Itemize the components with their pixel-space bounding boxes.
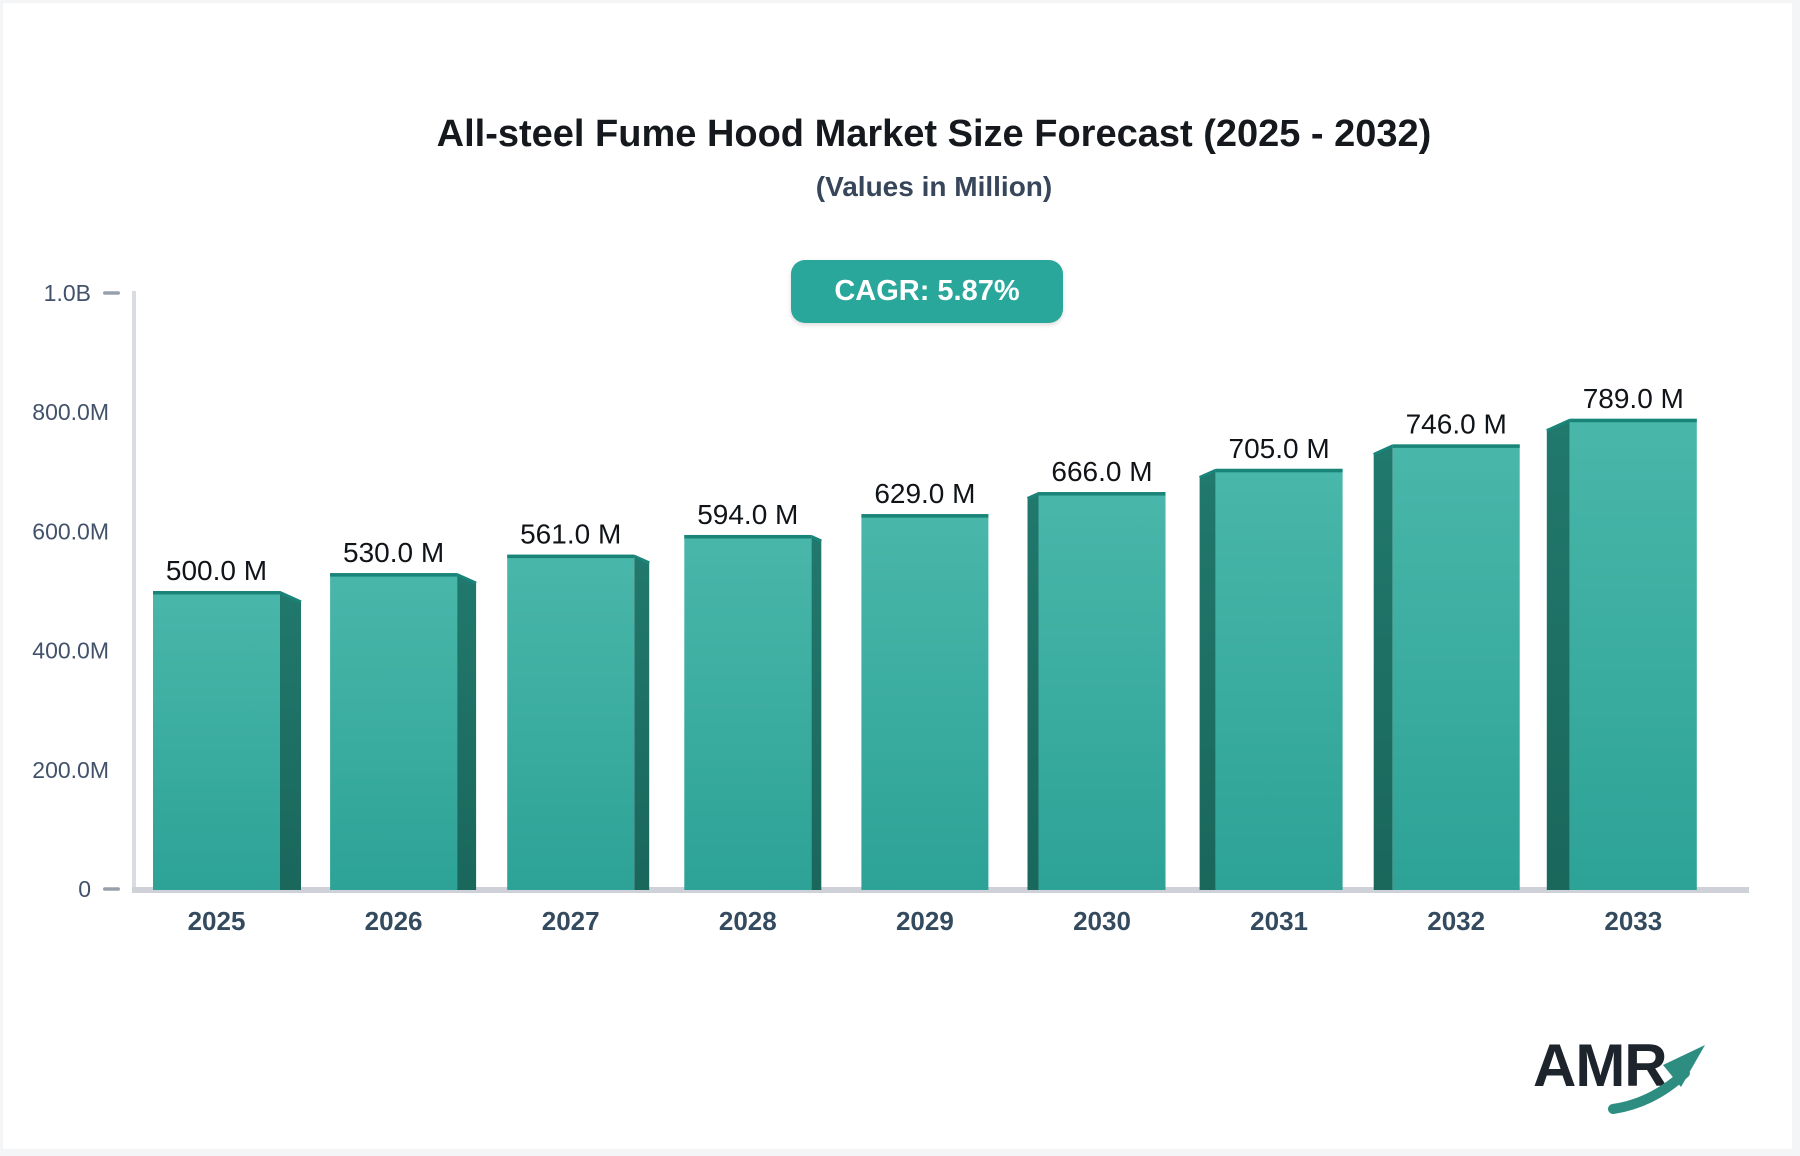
x-axis-label: 2030 [1073,906,1131,936]
bar-2030: 666.0 M 2030 [1026,456,1166,936]
bar-face [507,554,635,890]
bar-2026: 530.0 M 2026 [330,537,477,936]
bar-value-label: 500.0 M [166,555,267,586]
y-axis-tick-label: 800.0M [32,399,109,425]
y-axis-tick-label: 200.0M [32,757,109,783]
y-axis-tick-label: 1.0B [44,280,91,306]
bar-value-label: 561.0 M [520,519,621,550]
bar-face [1569,418,1697,890]
bar-face [153,591,280,890]
x-axis-label: 2027 [542,906,600,936]
bar-side-face [1027,492,1039,890]
x-axis-label: 2026 [365,906,423,936]
bar-side-face [634,554,650,890]
y-axis-line [132,291,136,893]
bar-2027: 561.0 M 2027 [507,519,650,936]
bar-2033: 789.0 M 2033 [1546,383,1697,936]
bar-2028: 594.0 M 2028 [684,499,822,936]
bar-face [861,514,989,890]
x-axis-label: 2032 [1427,906,1485,936]
bar-value-label: 789.0 M [1583,383,1684,414]
bar-2032: 746.0 M 2032 [1373,408,1520,936]
x-axis-label: 2033 [1604,906,1662,936]
y-axis-tick-dash [103,887,120,891]
bar-2031: 705.0 M 2031 [1198,433,1343,936]
bar-side-face [811,534,822,890]
bar-value-label: 666.0 M [1051,456,1152,487]
bar-side-face [1199,468,1216,890]
y-axis-tick-label: 400.0M [32,638,109,664]
y-axis-tick-label: 600.0M [32,518,109,544]
x-axis-label: 2029 [896,906,954,936]
cagr-badge: CAGR: 5.87% [791,260,1063,323]
chart-title: All-steel Fume Hood Market Size Forecast… [436,113,1432,155]
bar-side-top-edge [633,554,650,565]
bar-face [1392,444,1520,890]
bar-side-top-edge [810,535,822,543]
bar-value-label: 629.0 M [874,478,975,509]
bar-top-edge [861,514,989,518]
bar-top-edge [1215,468,1343,473]
x-axis-label: 2025 [188,906,246,936]
bar-side-face [280,591,301,890]
bar-face [684,534,812,890]
bar-2029: 629.0 M 2029 [861,478,989,936]
bar-side-top-edge [1026,492,1040,500]
bar-side-top-edge [1546,418,1571,432]
bar-top-edge [330,573,458,577]
x-axis-label: 2031 [1250,906,1308,936]
bar-side-top-edge [1373,444,1394,456]
bar-side-face [1546,418,1570,890]
bar-face [1215,468,1343,890]
amr-logo-text: AMR [1533,1032,1668,1099]
bar-top-edge [153,591,280,595]
bar-side-top-edge [456,573,477,585]
bar-top-edge [1569,418,1697,423]
bar-side-top-edge [279,591,302,604]
growth-arrow-icon [1608,1045,1705,1114]
bar-value-label: 746.0 M [1406,408,1507,439]
bar-value-label: 530.0 M [343,537,444,568]
amr-logo: AMR [1533,1031,1733,1121]
y-axis-tick-dash [103,291,120,295]
bar-top-edge [507,554,635,559]
y-axis-tick-label: 0 [78,876,91,902]
bar-side-top-edge [1198,468,1217,479]
bar-chart: 0 200.0M 400.0M 600.0M 800.0M 1.0B 500.0 M 2025… [32,280,1749,936]
bar-2025: 500.0 M 2025 [153,555,302,936]
bar-side-face [457,573,477,890]
chart-subtitle: (Values in Million) [815,171,1053,202]
bar-side-face [1373,444,1393,890]
bar-face [1038,492,1166,890]
chart-card: All-steel Fume Hood Market Size Forecast… [3,3,1792,1149]
bar-value-label: 594.0 M [697,499,798,530]
bar-face [330,573,458,890]
bar-top-edge [684,534,812,539]
bar-top-edge [1038,492,1166,496]
bar-top-edge [1392,444,1520,448]
x-axis-label: 2028 [719,906,777,936]
bar-value-label: 705.0 M [1229,433,1330,464]
